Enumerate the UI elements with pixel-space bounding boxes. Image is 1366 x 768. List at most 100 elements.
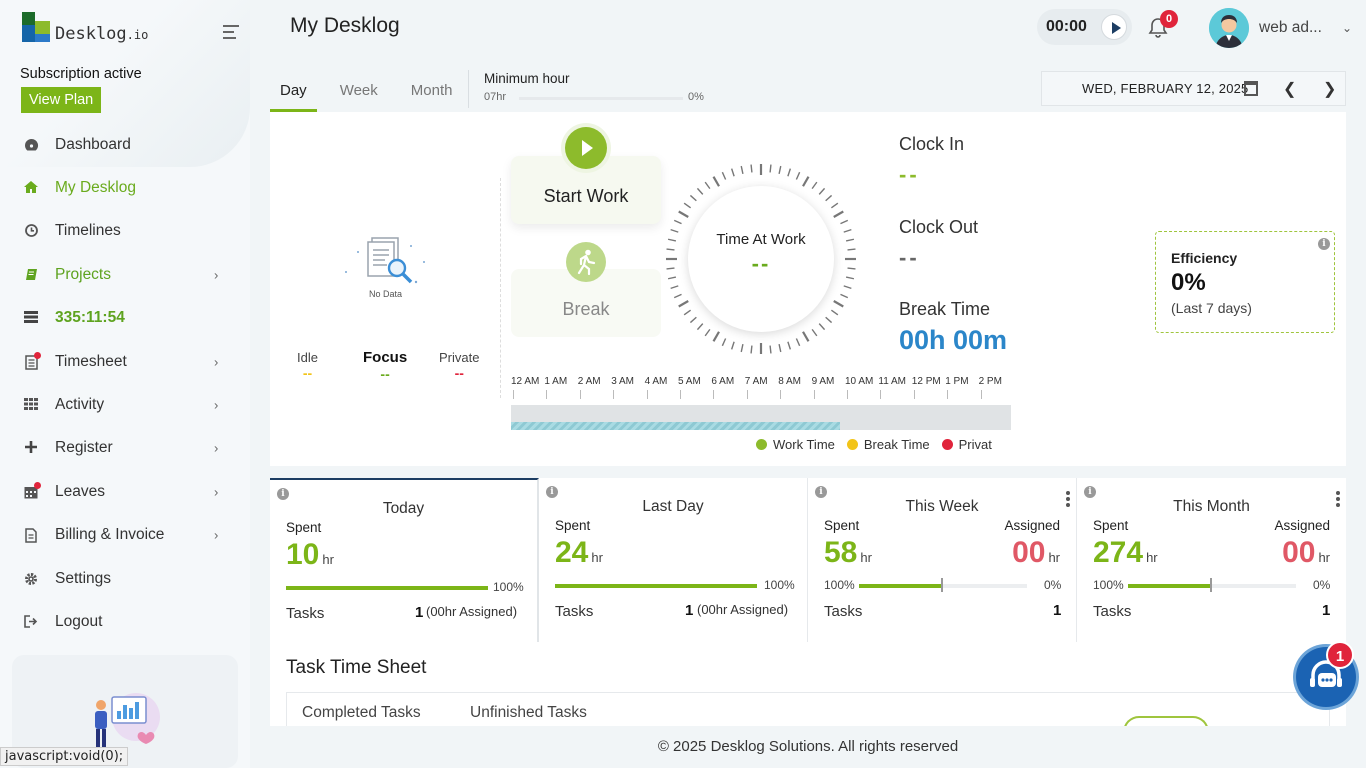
progress-percent-right: 0% [1044,578,1062,592]
tab-week[interactable]: Week [339,82,378,99]
sidebar-item-register[interactable]: Register › [0,427,250,470]
gauge-tick [670,228,679,233]
play-icon[interactable] [1101,14,1127,40]
browser-status-bar: javascript:void(0); [0,747,129,766]
sidebar-item-dashboard[interactable]: Dashboard [0,123,250,166]
date-text: WED, FEBRUARY 12, 2025 [1082,81,1249,96]
progress-percent-right: 0% [1313,578,1331,592]
tab-unfinished-tasks[interactable]: Unfinished Tasks [470,704,587,721]
gauge-tick [847,267,856,270]
info-icon[interactable]: i [277,488,289,500]
progress-percent-left: 100% [824,578,855,592]
tasks-label: Tasks [1093,603,1132,620]
chevron-right-icon: › [214,267,219,283]
sidebar-item-billing[interactable]: Billing & Invoice › [0,514,250,557]
gauge-tick [840,293,849,299]
info-icon[interactable]: i [546,486,558,498]
spent-value: 58 hr [824,536,872,569]
more-options-icon[interactable] [1336,491,1340,509]
break-run-icon[interactable] [566,242,606,282]
card-title: Last Day [642,498,704,515]
header-timer: 00:00 [1037,9,1132,45]
prev-date-icon[interactable]: ❮ [1283,81,1297,98]
gauge-tick [704,328,711,337]
sidebar-item-label: Timelines [55,222,121,240]
logo-text: Desklog.io [55,24,149,44]
tasks-count: 1 [415,604,424,621]
gauge-tick [667,238,677,242]
card-this-week: i This Week Spent Assigned 58 hr 00 hr 100… [808,478,1077,642]
sidebar-item-timer[interactable]: 335:11:54 [0,297,250,340]
logo[interactable]: Desklog.io [20,12,149,44]
gauge-tick [787,341,792,350]
divider [468,70,469,108]
gauge-tick [818,187,826,195]
sidebar-item-timelines[interactable]: Timelines [0,210,250,253]
info-icon[interactable]: i [815,486,827,498]
break-label: Break [562,299,610,319]
timeline-hour-label: 3 AM [611,376,634,387]
gauge-tick [845,238,855,242]
timeline-hour-label: 4 AM [644,376,668,387]
card-title: Today [382,500,425,517]
calendar-icon[interactable] [1244,81,1258,96]
gauge-tick [795,338,801,347]
view-plan-button[interactable]: View Plan [21,87,102,113]
break-card[interactable]: Break [511,269,661,337]
legend-item: Break Time [846,437,930,452]
timeline-bar[interactable] [511,405,1011,430]
timeline-tick [579,390,581,399]
task-time-sheet-title: Task Time Sheet [286,657,427,678]
tab-month[interactable]: Month [410,82,453,99]
sidebar-item-leaves[interactable]: Leaves › [0,470,250,513]
avatar-image [1209,8,1249,48]
chevron-right-icon: › [214,354,219,370]
sidebar-item-logout[interactable]: Logout [0,600,250,643]
more-options-icon[interactable] [1066,491,1070,509]
timeline-tick [913,390,915,399]
avatar[interactable] [1209,8,1249,48]
info-icon[interactable]: i [1084,486,1096,498]
timeline-tick [680,390,681,399]
tab-completed-tasks[interactable]: Completed Tasks [302,704,421,721]
timeline-tick [746,390,748,399]
progress-track [859,584,1027,588]
sidebar-item-settings[interactable]: Settings [0,557,250,600]
chevron-right-icon: › [214,440,219,456]
sidebar-item-timesheet[interactable]: Timesheet › [0,340,250,383]
gauge-tick [712,331,720,342]
progress-track [1128,584,1296,588]
next-date-icon[interactable]: ❯ [1323,81,1337,98]
info-icon[interactable]: i [1318,238,1330,250]
gauge-tick [769,345,772,354]
date-picker[interactable]: WED, FEBRUARY 12, 2025 ❮ ❯ [1041,71,1346,106]
notification-dot [34,482,41,490]
sidebar-item-label: Register [55,439,113,457]
gauge-tick [778,165,782,175]
assigned-label: Assigned [1274,518,1330,533]
sidebar-item-projects[interactable]: Projects › [0,253,250,296]
summary-cards: i Today Spent 10 hr 100% Tasks 1 (00hr As… [270,478,1346,642]
tab-day[interactable]: Day [270,72,317,112]
chevron-down-icon[interactable]: ⌄ [1342,21,1353,35]
card-last-day: i Last Day Spent 24 hr 100% Tasks 1 (00hr… [539,478,808,642]
user-name[interactable]: web ad... [1259,19,1322,36]
menu-toggle-icon[interactable] [223,25,239,43]
tasks-label: Tasks [824,603,863,620]
sidebar-item-activity[interactable]: Activity › [0,383,250,426]
clock-out-label: Clock Out [899,217,979,237]
progress-bar [286,586,488,590]
plus-icon [24,441,38,455]
legend-item: Privat [941,437,992,452]
progress-percent: 100% [493,580,524,594]
timeline-hour-label: 1 AM [544,376,568,387]
gauge-tick [843,285,852,290]
gauge-tick [833,210,844,218]
sidebar-item-my-desklog[interactable]: My Desklog [0,166,250,209]
promo-illustration [95,693,160,747]
start-work-play-icon[interactable] [565,127,607,169]
gauge-tick [830,309,839,316]
calendar-icon [24,485,38,499]
gauge-tick [666,267,675,270]
gauge-tick [721,171,727,180]
